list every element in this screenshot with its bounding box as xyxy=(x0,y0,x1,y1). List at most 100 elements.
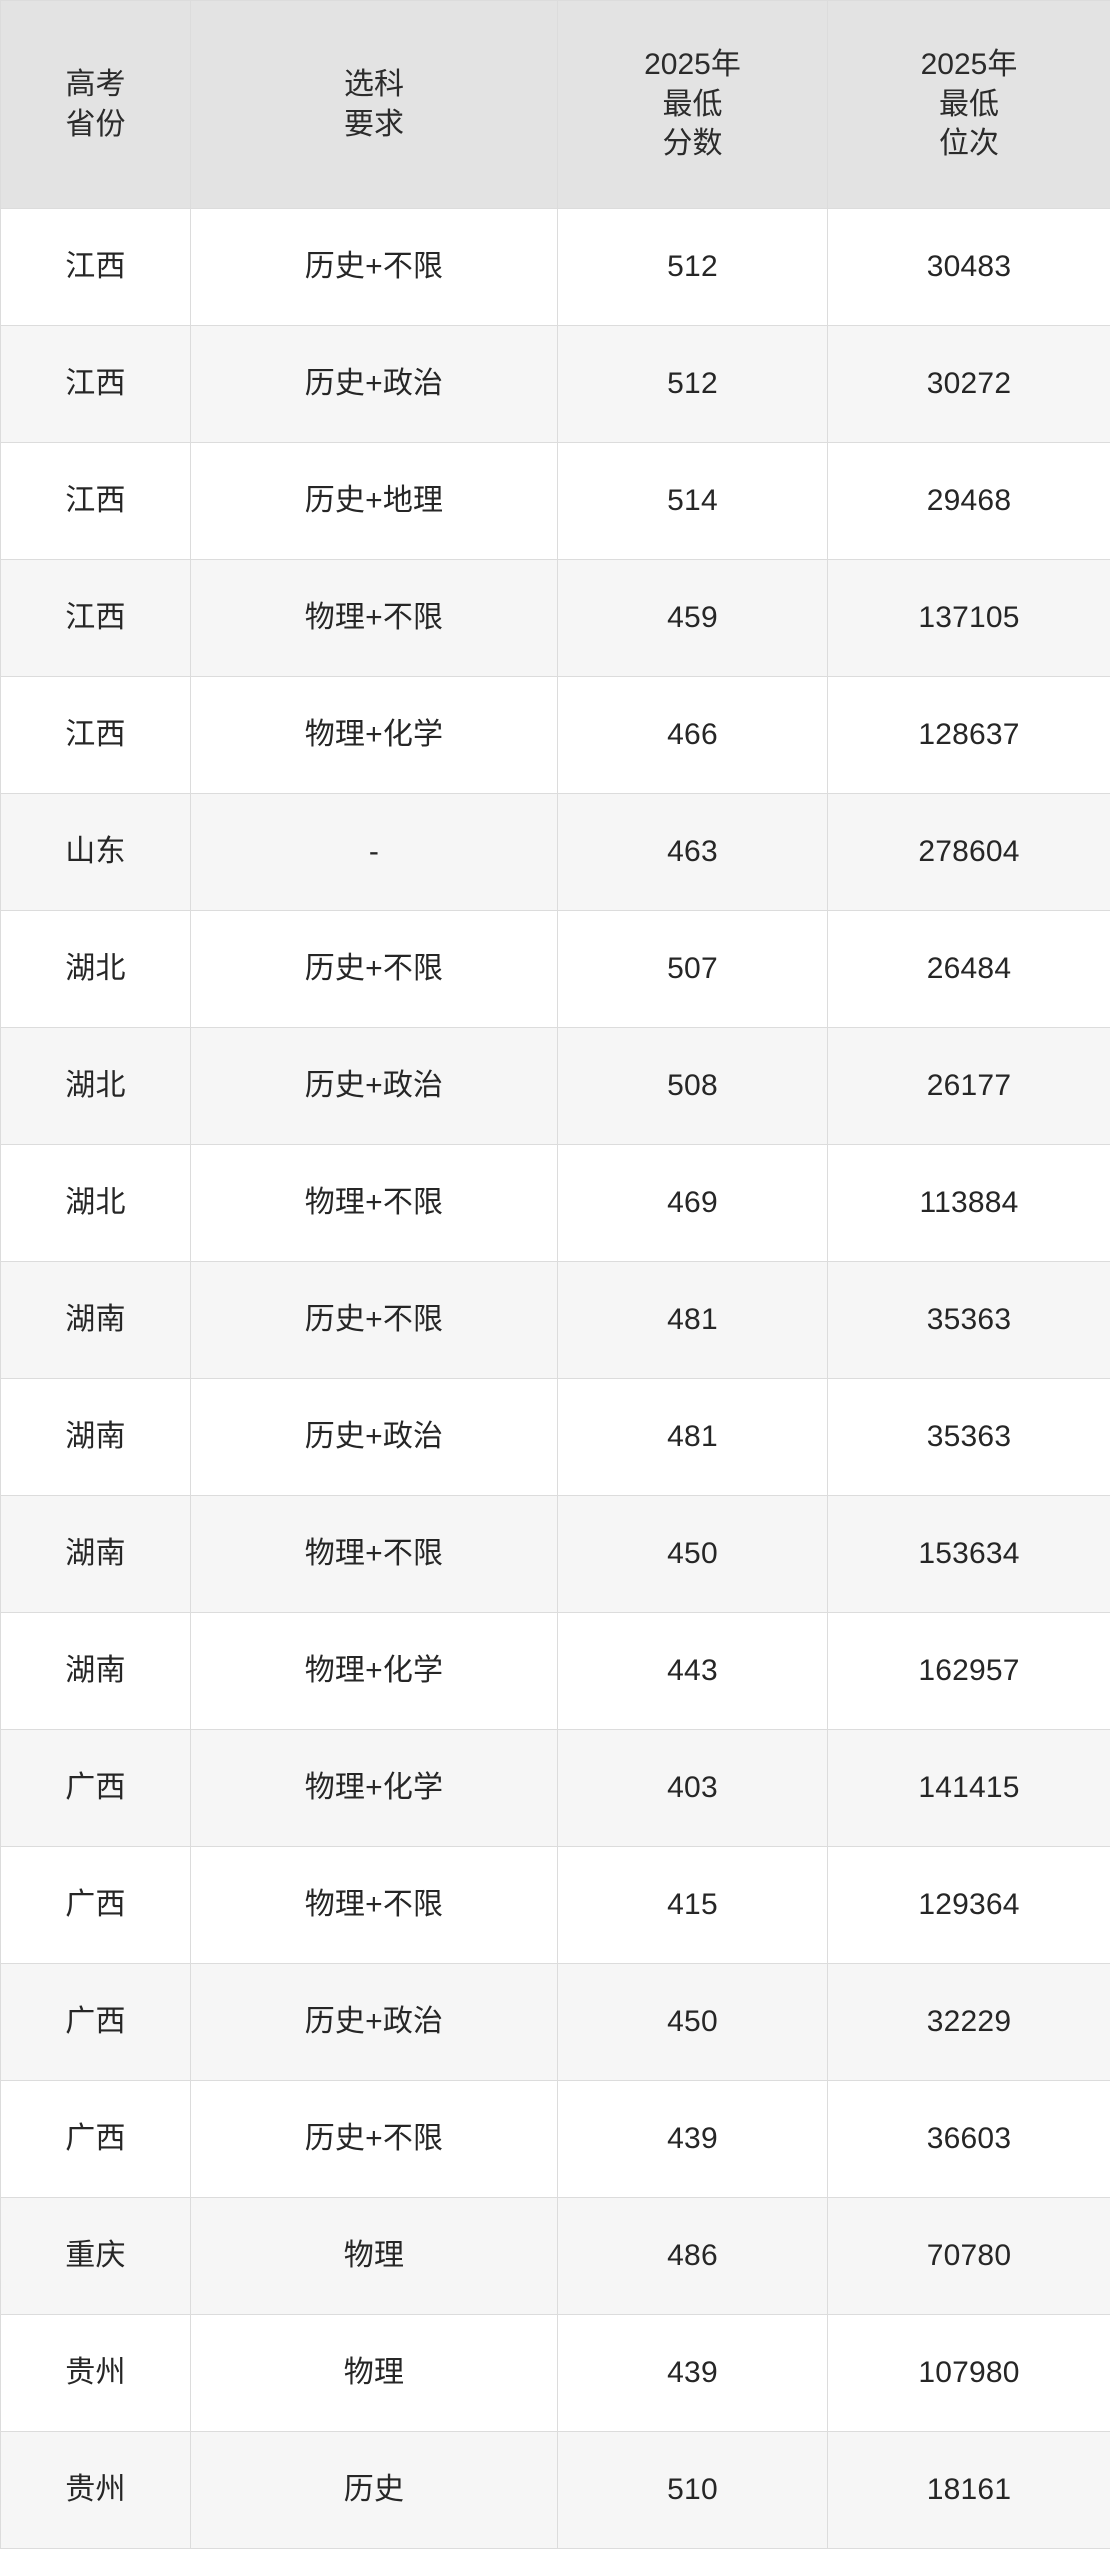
column-header-line: 分数 xyxy=(558,124,827,164)
cell-score: 439 xyxy=(558,2081,828,2198)
column-header-line: 最低 xyxy=(558,85,827,125)
cell-subject: 物理+不限 xyxy=(191,1145,558,1262)
cell-province: 广西 xyxy=(1,1730,191,1847)
cell-province: 贵州 xyxy=(1,2432,191,2549)
cell-rank: 29468 xyxy=(828,443,1110,560)
cell-province: 湖北 xyxy=(1,1028,191,1145)
cell-subject: 历史+不限 xyxy=(191,1262,558,1379)
cell-province: 江西 xyxy=(1,326,191,443)
cell-subject: 物理+化学 xyxy=(191,1613,558,1730)
column-header-province: 高考省份 xyxy=(1,1,191,209)
cell-subject: 历史+不限 xyxy=(191,2081,558,2198)
cell-score: 450 xyxy=(558,1496,828,1613)
cell-rank: 35363 xyxy=(828,1379,1110,1496)
cell-score: 481 xyxy=(558,1262,828,1379)
column-header-line: 选科 xyxy=(191,65,557,105)
cell-rank: 32229 xyxy=(828,1964,1110,2081)
cell-rank: 278604 xyxy=(828,794,1110,911)
cell-subject: - xyxy=(191,794,558,911)
cell-rank: 30272 xyxy=(828,326,1110,443)
cell-score: 439 xyxy=(558,2315,828,2432)
cell-score: 481 xyxy=(558,1379,828,1496)
cell-score: 507 xyxy=(558,911,828,1028)
cell-score: 486 xyxy=(558,2198,828,2315)
column-header-line: 要求 xyxy=(191,105,557,145)
cell-subject: 历史+政治 xyxy=(191,1028,558,1145)
cell-score: 466 xyxy=(558,677,828,794)
cell-rank: 137105 xyxy=(828,560,1110,677)
cell-score: 510 xyxy=(558,2432,828,2549)
cell-rank: 26177 xyxy=(828,1028,1110,1145)
cell-rank: 162957 xyxy=(828,1613,1110,1730)
column-header-line: 2025年 xyxy=(558,45,827,85)
cell-rank: 36603 xyxy=(828,2081,1110,2198)
cell-score: 514 xyxy=(558,443,828,560)
column-header-score: 2025年最低分数 xyxy=(558,1,828,209)
cell-province: 湖南 xyxy=(1,1379,191,1496)
cell-subject: 物理+不限 xyxy=(191,560,558,677)
cell-score: 512 xyxy=(558,326,828,443)
cell-subject: 物理+化学 xyxy=(191,677,558,794)
cell-province: 湖南 xyxy=(1,1262,191,1379)
cell-subject: 物理+不限 xyxy=(191,1847,558,1964)
cell-subject: 物理+化学 xyxy=(191,1730,558,1847)
column-header-line: 最低 xyxy=(828,85,1110,125)
cell-rank: 18161 xyxy=(828,2432,1110,2549)
cell-province: 江西 xyxy=(1,209,191,326)
column-header-line: 省份 xyxy=(1,105,190,145)
cell-rank: 141415 xyxy=(828,1730,1110,1847)
cell-subject: 物理+不限 xyxy=(191,1496,558,1613)
cell-rank: 35363 xyxy=(828,1262,1110,1379)
cell-score: 415 xyxy=(558,1847,828,1964)
cell-province: 广西 xyxy=(1,1964,191,2081)
cell-rank: 26484 xyxy=(828,911,1110,1028)
cell-province: 江西 xyxy=(1,677,191,794)
cell-province: 广西 xyxy=(1,2081,191,2198)
cell-province: 湖北 xyxy=(1,911,191,1028)
cell-subject: 历史+不限 xyxy=(191,209,558,326)
cell-province: 湖南 xyxy=(1,1613,191,1730)
cell-subject: 历史+政治 xyxy=(191,1964,558,2081)
cell-rank: 107980 xyxy=(828,2315,1110,2432)
cell-subject: 历史+地理 xyxy=(191,443,558,560)
cell-rank: 70780 xyxy=(828,2198,1110,2315)
cell-province: 湖北 xyxy=(1,1145,191,1262)
cell-province: 广西 xyxy=(1,1847,191,1964)
cell-rank: 129364 xyxy=(828,1847,1110,1964)
cell-subject: 历史+政治 xyxy=(191,1379,558,1496)
cell-score: 508 xyxy=(558,1028,828,1145)
column-header-line: 高考 xyxy=(1,65,190,105)
cell-score: 463 xyxy=(558,794,828,911)
cell-score: 469 xyxy=(558,1145,828,1262)
cell-province: 山东 xyxy=(1,794,191,911)
cell-subject: 物理 xyxy=(191,2198,558,2315)
cell-subject: 历史+不限 xyxy=(191,911,558,1028)
cell-province: 湖南 xyxy=(1,1496,191,1613)
cell-subject: 历史 xyxy=(191,2432,558,2549)
cell-subject: 物理 xyxy=(191,2315,558,2432)
cell-province: 重庆 xyxy=(1,2198,191,2315)
column-header-subject: 选科要求 xyxy=(191,1,558,209)
cell-province: 贵州 xyxy=(1,2315,191,2432)
column-header-line: 位次 xyxy=(828,124,1110,164)
cell-score: 450 xyxy=(558,1964,828,2081)
